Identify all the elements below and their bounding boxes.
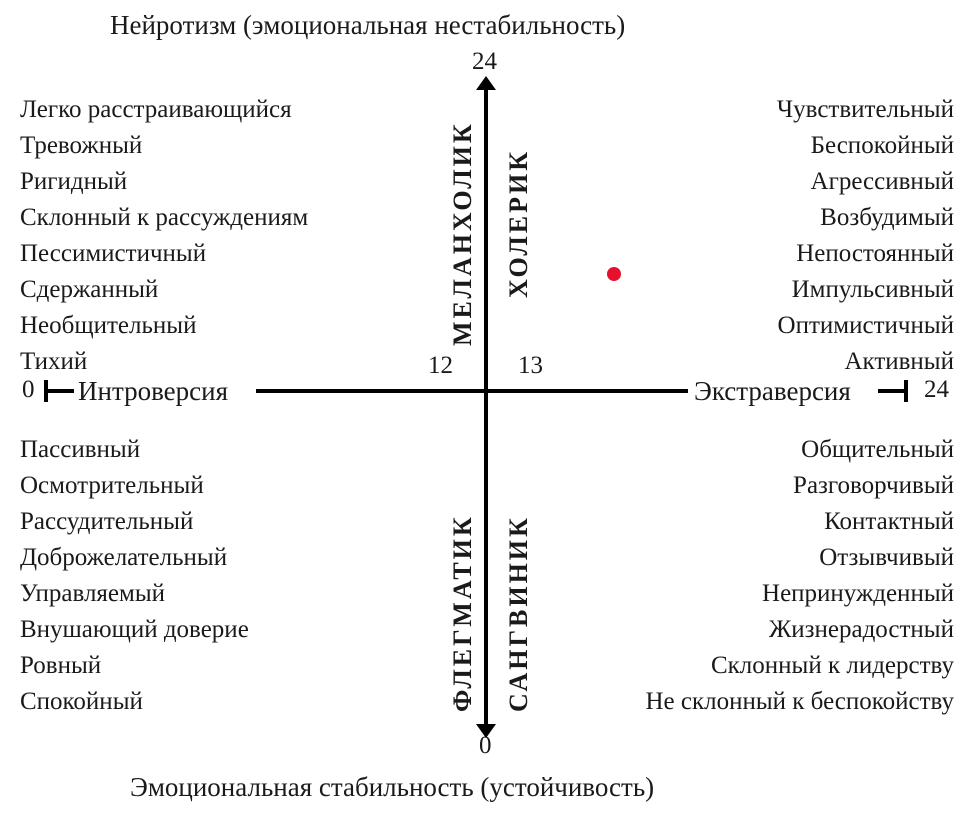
trait-item: Легко расстраивающийся: [20, 96, 292, 124]
trait-item: Управляемый: [20, 580, 165, 608]
trait-item: Беспокойный: [811, 132, 954, 160]
y-axis-bottom-title: Эмоциональная стабильность (устойчивость…: [130, 772, 654, 803]
trait-item: Агрессивный: [811, 168, 954, 196]
trait-item: Импульсивный: [792, 276, 954, 304]
x-mid-right-value: 13: [518, 352, 543, 381]
trait-item: Разговорчивый: [793, 472, 954, 500]
x-right-end-value: 24: [924, 376, 949, 405]
trait-item: Непринужденный: [762, 580, 954, 608]
trait-item: Склонный к рассуждениям: [20, 204, 308, 232]
quadrant-label-choleric: ХОЛЕРИК: [504, 149, 534, 298]
traits-bottom-left: Пассивный Осмотрительный Рассудительный Доб…: [20, 436, 249, 716]
y-top-value: 24: [472, 48, 497, 77]
x-axis-line-right-a: [486, 389, 688, 393]
x-axis-line-left-a: [44, 389, 74, 393]
trait-item: Жизнерадостный: [769, 616, 954, 644]
temperament-diagram: { "diagram": { "type": "quadrant-diagram…: [0, 0, 974, 817]
trait-item: Ровный: [20, 652, 101, 680]
trait-item: Ригидный: [20, 168, 127, 196]
trait-item: Сдержанный: [20, 276, 158, 304]
traits-top-left: Легко расстраивающийся Тревожный Ригидный С…: [20, 96, 308, 376]
x-mid-left-value: 12: [428, 352, 453, 381]
y-axis-arrow-down: [476, 724, 496, 738]
trait-item: Склонный к лидерству: [711, 652, 954, 680]
x-negative-label: Интроверсия: [78, 376, 228, 407]
trait-item: Необщительный: [20, 312, 196, 340]
trait-item: Рассудительный: [20, 508, 193, 536]
data-point: [607, 267, 621, 281]
y-axis-top-title: Нейротизм (эмоциональная нестабильность): [110, 10, 625, 41]
trait-item: Активный: [844, 348, 954, 376]
trait-item: Непостоянный: [796, 240, 954, 268]
trait-item: Доброжелательный: [20, 544, 227, 572]
trait-item: Возбудимый: [820, 204, 954, 232]
trait-item: Тихий: [20, 348, 87, 376]
quadrant-label-sanguine: САНГВИНИК: [504, 515, 534, 712]
trait-item: Отзывчивый: [819, 544, 954, 572]
quadrant-label-melancholic: МЕЛАНХОЛИК: [448, 121, 478, 346]
trait-item: Чувствительный: [777, 96, 954, 124]
traits-bottom-right: Общительный Разговорчивый Контактный Отзывч…: [645, 436, 954, 716]
trait-item: Пессимистичный: [20, 240, 206, 268]
x-axis-line-left-b: [256, 389, 486, 393]
trait-item: Не склонный к беспокойству: [645, 688, 954, 716]
x-positive-label: Экстраверсия: [694, 376, 851, 407]
trait-item: Осмотрительный: [20, 472, 204, 500]
x-left-end-value: 0: [22, 376, 35, 405]
traits-top-right: Чувствительный Беспокойный Агрессивный Возб…: [777, 96, 954, 376]
x-axis-left-tick: [44, 380, 48, 402]
trait-item: Общительный: [801, 436, 954, 464]
trait-item: Внушающий доверие: [20, 616, 249, 644]
y-axis-line: [484, 84, 488, 730]
y-axis-arrow-up: [476, 76, 496, 90]
trait-item: Пассивный: [20, 436, 140, 464]
trait-item: Тревожный: [20, 132, 142, 160]
trait-item: Контактный: [824, 508, 954, 536]
trait-item: Спокойный: [20, 688, 143, 716]
quadrant-label-phlegmatic: ФЛЕГМАТИК: [448, 514, 478, 712]
trait-item: Оптимистичный: [778, 312, 954, 340]
x-axis-right-tick: [904, 380, 908, 402]
